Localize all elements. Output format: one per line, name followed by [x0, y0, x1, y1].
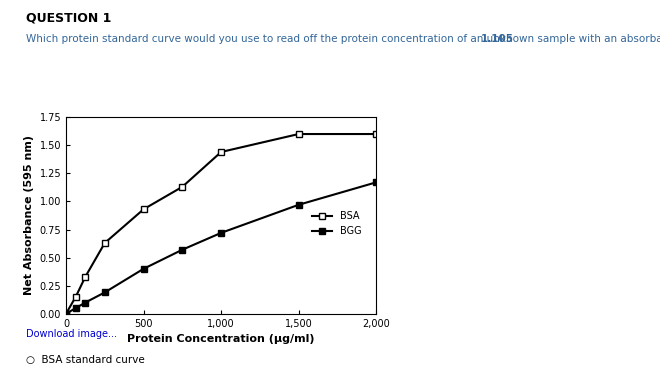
BGG — [140, 266, 148, 271]
Text: Which protein standard curve would you use to read off the protein concentration: Which protein standard curve would you u… — [26, 34, 660, 44]
BGG — [294, 203, 302, 207]
BSA — [101, 241, 109, 245]
Text: ○  BSA standard curve: ○ BSA standard curve — [26, 355, 145, 365]
BSA — [178, 184, 186, 189]
BSA — [81, 274, 89, 279]
BGG — [217, 231, 225, 235]
Y-axis label: Net Absorbance (595 nm): Net Absorbance (595 nm) — [24, 135, 34, 296]
BSA — [62, 311, 70, 316]
BSA — [372, 132, 380, 136]
BSA — [217, 150, 225, 154]
Line: BGG: BGG — [63, 179, 380, 317]
BGG — [72, 306, 80, 310]
Text: QUESTION 1: QUESTION 1 — [26, 11, 112, 24]
BGG — [81, 300, 89, 305]
BGG — [178, 248, 186, 252]
X-axis label: Protein Concentration (µg/ml): Protein Concentration (µg/ml) — [127, 334, 315, 344]
Line: BSA: BSA — [63, 130, 380, 317]
Text: Download image...: Download image... — [26, 329, 117, 339]
Legend: BSA, BGG: BSA, BGG — [308, 208, 365, 240]
BGG — [372, 180, 380, 184]
Text: 1.105: 1.105 — [481, 34, 514, 44]
BSA — [294, 132, 302, 136]
BSA — [140, 207, 148, 212]
BGG — [101, 290, 109, 295]
BGG — [62, 311, 70, 316]
BSA — [72, 294, 80, 299]
